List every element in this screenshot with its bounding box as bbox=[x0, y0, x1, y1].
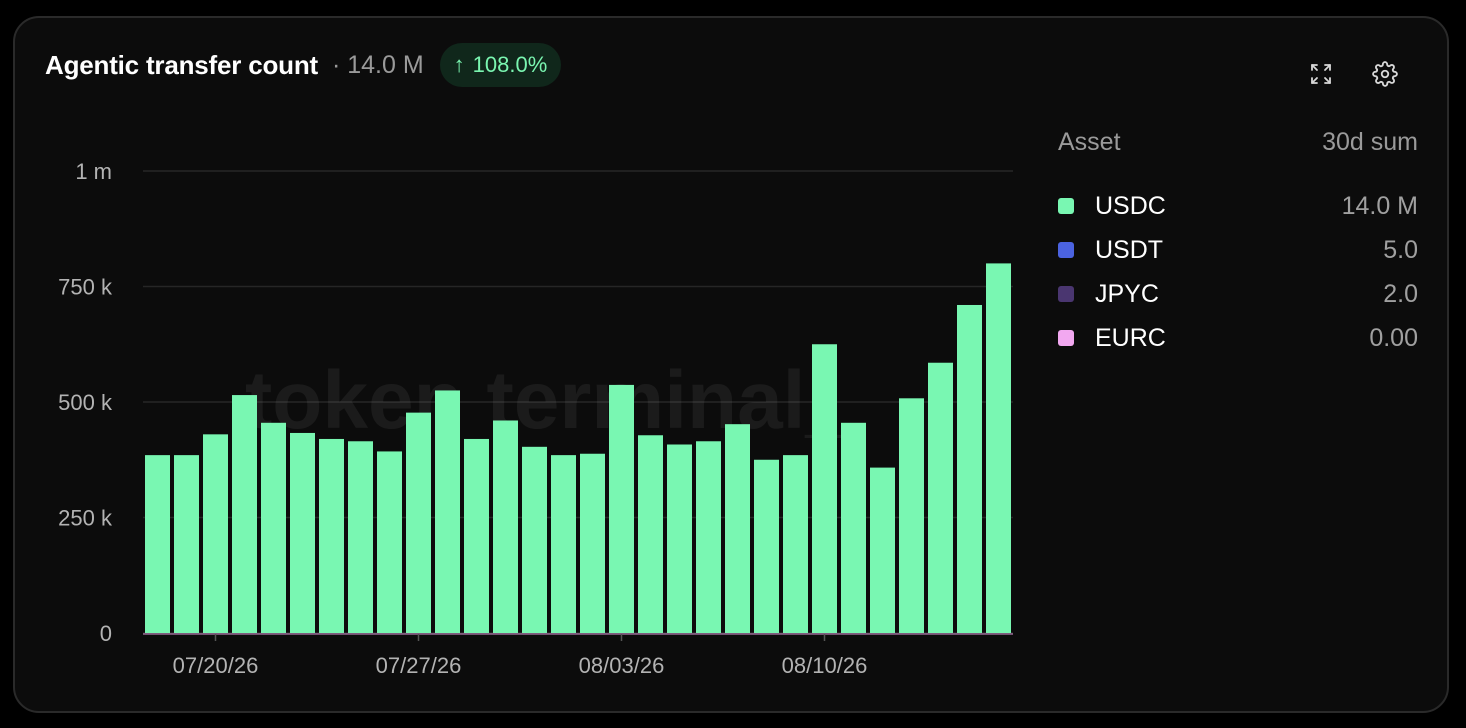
legend-row-jpyc[interactable]: JPYC 2.0 bbox=[1058, 272, 1418, 316]
legend-row-usdc[interactable]: USDC 14.0 M bbox=[1058, 184, 1418, 228]
arrow-up-icon: ↑ bbox=[453, 52, 465, 77]
legend-row-eurc[interactable]: EURC 0.00 bbox=[1058, 316, 1418, 360]
bar[interactable] bbox=[870, 467, 895, 633]
bars bbox=[143, 263, 1013, 635]
bar[interactable] bbox=[232, 395, 257, 633]
legend-col-asset: Asset bbox=[1058, 128, 1121, 156]
x-tick-label: 07/20/26 bbox=[173, 653, 259, 678]
legend-header: Asset 30d sum bbox=[1058, 122, 1418, 162]
legend-value: 2.0 bbox=[1383, 279, 1418, 308]
bar[interactable] bbox=[493, 420, 518, 633]
bar[interactable] bbox=[377, 451, 402, 633]
bar-chart: token terminal_ 0 250 k 500 k 750 k 1 m 07/2… bbox=[58, 159, 1013, 678]
legend-swatch bbox=[1058, 198, 1074, 214]
x-axis: 07/20/26 07/27/26 08/03/26 08/10/26 bbox=[173, 634, 868, 678]
legend-value: 14.0 M bbox=[1341, 191, 1418, 220]
chart-title: Agentic transfer count bbox=[45, 49, 318, 80]
gear-icon[interactable] bbox=[1368, 57, 1402, 91]
x-tick-label: 08/10/26 bbox=[782, 653, 868, 678]
grid-lines bbox=[143, 170, 1013, 634]
y-axis: 0 250 k 500 k 750 k 1 m bbox=[58, 159, 113, 646]
bar[interactable] bbox=[638, 435, 663, 633]
legend-rows: USDC 14.0 M USDT 5.0 JPYC 2.0 EURC 0.00 bbox=[1058, 184, 1418, 360]
watermark: token terminal_ bbox=[245, 355, 852, 446]
y-tick-label: 250 k bbox=[58, 506, 113, 531]
bar[interactable] bbox=[986, 263, 1011, 633]
legend-value: 5.0 bbox=[1383, 235, 1418, 264]
y-tick-label: 1 m bbox=[75, 159, 112, 184]
legend-swatch bbox=[1058, 330, 1074, 346]
bar[interactable] bbox=[319, 438, 344, 633]
bar[interactable] bbox=[609, 384, 634, 633]
change-value: 108.0% bbox=[472, 52, 548, 77]
bar[interactable] bbox=[812, 344, 837, 633]
expand-icon[interactable] bbox=[1304, 57, 1338, 91]
legend-table: Asset 30d sum USDC 14.0 M USDT 5.0 JPYC 2.0 EU… bbox=[1058, 122, 1418, 360]
y-tick-label: 0 bbox=[100, 621, 112, 646]
x-tick-label: 07/27/26 bbox=[376, 653, 462, 678]
bar[interactable] bbox=[522, 446, 547, 633]
legend-name: USDT bbox=[1095, 235, 1164, 264]
y-tick-label: 750 k bbox=[58, 275, 113, 300]
bar[interactable] bbox=[754, 459, 779, 633]
legend-swatch bbox=[1058, 286, 1074, 302]
bar[interactable] bbox=[261, 422, 286, 633]
bar[interactable] bbox=[551, 455, 576, 633]
bar[interactable] bbox=[899, 398, 924, 633]
legend-name: JPYC bbox=[1095, 279, 1159, 308]
chart-header: Agentic transfer count · 14.0 M ↑ 108.0% bbox=[45, 42, 562, 88]
bar[interactable] bbox=[464, 438, 489, 633]
bar[interactable] bbox=[435, 390, 460, 633]
bar[interactable] bbox=[957, 304, 982, 633]
legend-name: USDC bbox=[1095, 191, 1166, 220]
bar[interactable] bbox=[290, 432, 315, 633]
y-tick-label: 500 k bbox=[58, 390, 113, 415]
bar[interactable] bbox=[348, 441, 373, 633]
bar[interactable] bbox=[841, 422, 866, 633]
bar[interactable] bbox=[174, 455, 199, 633]
change-badge: ↑ 108.0% bbox=[439, 43, 562, 87]
total-value: · 14.0 M bbox=[331, 50, 424, 79]
bar[interactable] bbox=[406, 412, 431, 633]
bar[interactable] bbox=[725, 424, 750, 633]
legend-row-usdt[interactable]: USDT 5.0 bbox=[1058, 228, 1418, 272]
bar[interactable] bbox=[783, 455, 808, 633]
legend-swatch bbox=[1058, 242, 1074, 258]
bar[interactable] bbox=[928, 362, 953, 633]
legend-col-sum: 30d sum bbox=[1322, 128, 1418, 156]
bar[interactable] bbox=[203, 434, 228, 633]
x-tick-label: 08/03/26 bbox=[579, 653, 665, 678]
bar[interactable] bbox=[145, 455, 170, 633]
legend-name: EURC bbox=[1095, 323, 1166, 352]
bar[interactable] bbox=[696, 441, 721, 633]
bar[interactable] bbox=[667, 444, 692, 634]
legend-value: 0.00 bbox=[1369, 323, 1418, 352]
bar[interactable] bbox=[580, 453, 605, 633]
